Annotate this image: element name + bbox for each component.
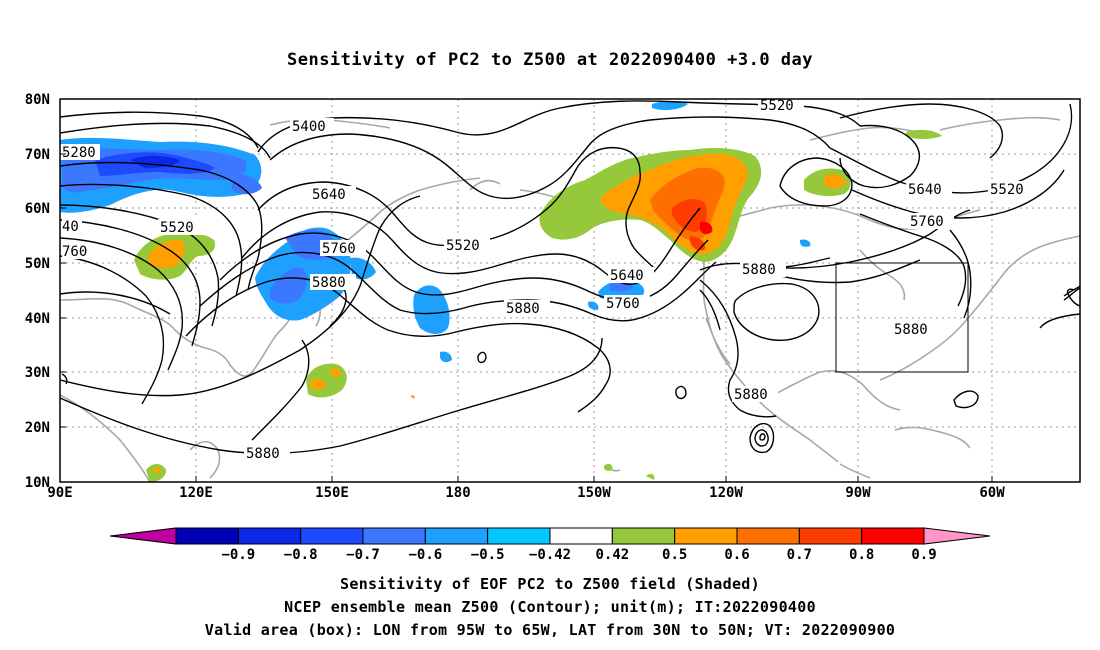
lat-label: 10N [25,475,50,491]
colorbar-label: −0.9 [221,547,255,563]
contour-label: 5880 [734,387,768,403]
contour-label: 5280 [62,145,96,161]
colorbar: −0.9 −0.8 −0.7 −0.6 −0.5 −0.42 0.42 0.5 0.6 0.7 0.… [109,527,991,563]
colorbar-swatch [549,527,613,545]
contour-label: 5880 [894,322,928,338]
contour-label: 5400 [292,119,326,135]
contour-label: 760 [62,244,87,260]
contour-label: 5520 [760,98,794,114]
contour-label: 5880 [742,262,776,278]
footer-line-2: NCEP ensemble mean Z500 (Contour); unit(… [284,598,816,616]
contour-label: 5640 [610,268,644,284]
colorbar-swatch [300,527,364,545]
colorbar-label: 0.9 [911,547,936,563]
lon-label: 120E [179,485,213,501]
lat-label: 70N [25,147,50,163]
colorbar-label: −0.7 [346,547,380,563]
colorbar-swatch [736,527,800,545]
lat-label: 50N [25,256,50,272]
colorbar-swatch [175,527,239,545]
plot-frame [59,98,1081,483]
lon-label: 150W [577,485,611,501]
lon-label: 90W [845,485,871,501]
contour-label: 5520 [990,182,1024,198]
lon-label: 90E [47,485,72,501]
contour-label: 5880 [246,446,280,462]
contour-labels: 5280 5400 5520 5640 5760 5880 5520 5640 … [60,97,1034,462]
longitude-labels: 90E 120E 150E 180 150W 120W 90W 60W [47,485,1005,501]
lon-label: 180 [445,485,470,501]
colorbar-swatch [237,527,302,545]
colorbar-swatch [424,527,489,545]
colorbar-swatch [611,527,676,545]
axis-ticks [60,98,993,483]
lat-label: 80N [25,92,50,108]
lat-label: 40N [25,311,50,327]
colorbar-label: −0.8 [284,547,318,563]
map-title: Sensitivity of PC2 to Z500 at 2022090400… [286,50,813,70]
contour-label: 40 [62,219,79,235]
colorbar-swatch [798,527,863,545]
colorbar-label: 0.8 [849,547,874,563]
footer-line-1: Sensitivity of EOF PC2 to Z500 field (Sh… [340,575,760,593]
colorbar-max-arrow [923,527,991,545]
lat-label: 20N [25,420,50,436]
lat-label: 30N [25,365,50,381]
footer-line-3: Valid area (box): LON from 95W to 65W, L… [204,621,896,639]
contour-label: 5640 [312,187,346,203]
colorbar-label: −0.5 [471,547,505,563]
colorbar-label: 0.7 [787,547,812,563]
colorbar-label: 0.42 [595,547,629,563]
latitude-labels: 80N 70N 60N 50N 40N 30N 20N 10N [25,92,50,491]
colorbar-swatch [362,527,426,545]
z500-contours [59,100,1081,455]
colorbar-label: 0.6 [724,547,749,563]
contour-label: 5880 [312,275,346,291]
contour-label: 5640 [908,182,942,198]
colorbar-label: −0.6 [408,547,442,563]
contour-label: 5880 [506,301,540,317]
lon-label: 60W [979,485,1005,501]
colorbar-swatch [487,527,551,545]
contour-label: 5760 [606,296,640,312]
contour-label: 5520 [446,238,480,254]
contour-label: 5520 [160,220,194,236]
contour-label: 5760 [910,214,944,230]
colorbar-min-arrow [109,527,177,545]
colorbar-swatch [861,527,925,545]
valid-area-box [835,262,969,373]
colorbar-label: 0.5 [662,547,687,563]
lon-label: 150E [315,485,349,501]
colorbar-swatch [674,527,738,545]
contour-label: 5760 [322,241,356,257]
colorbar-label: −0.42 [529,547,571,563]
lon-label: 120W [709,485,743,501]
lat-label: 60N [25,201,50,217]
